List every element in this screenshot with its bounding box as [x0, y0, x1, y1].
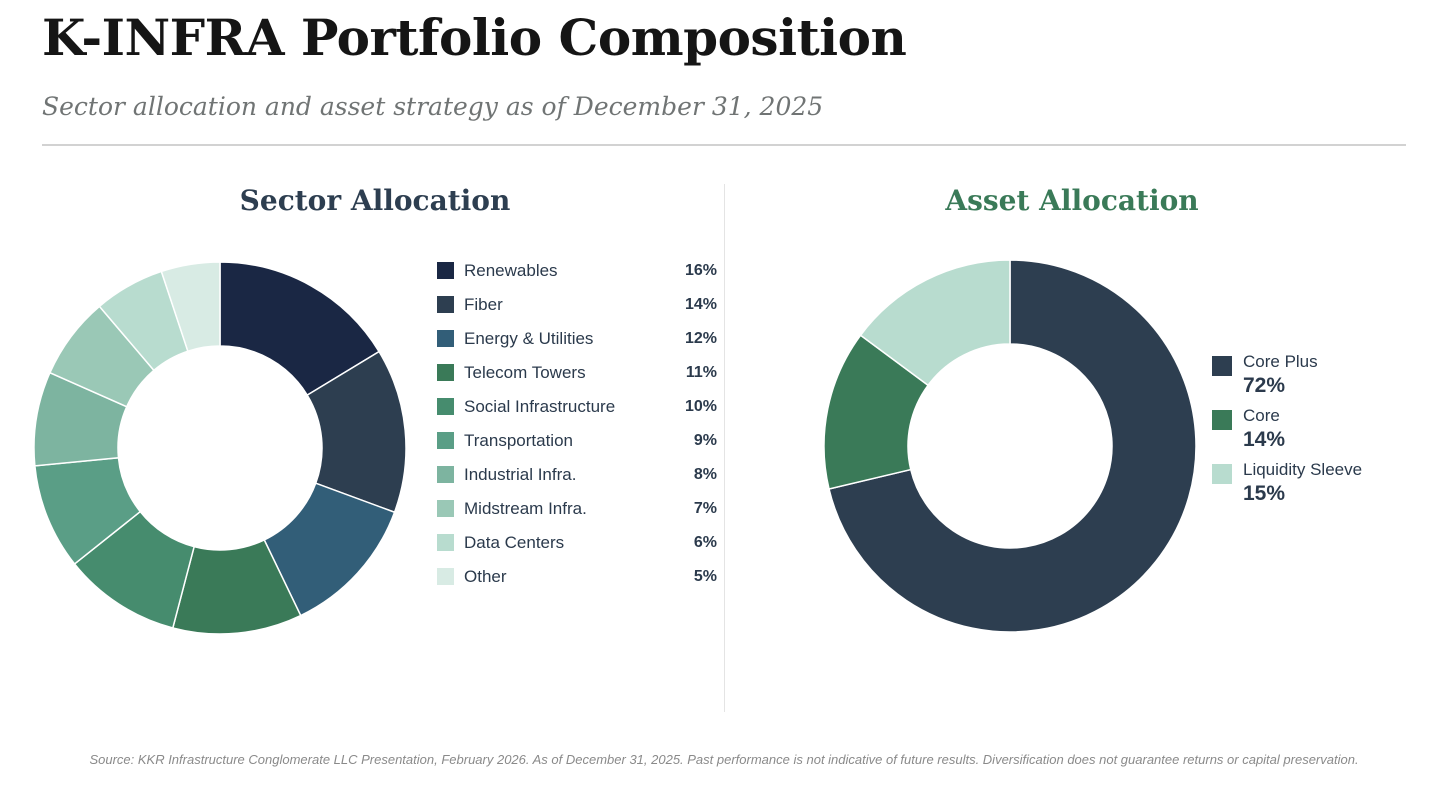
legend-label: Core Plus: [1243, 352, 1318, 371]
panel-divider: [724, 184, 725, 712]
sector-allocation-title: Sector Allocation: [239, 184, 511, 217]
asset-legend-item-core: Core 14%: [1212, 406, 1432, 456]
asset-allocation-donut: [823, 259, 1197, 633]
legend-swatch: [437, 398, 454, 415]
legend-label: Renewables: [464, 261, 558, 280]
legend-value: 8%: [693, 466, 717, 483]
legend-value: 12%: [684, 330, 717, 347]
sector-legend-item-transportation: Transportation 9%: [437, 431, 717, 451]
sector-legend-item-telecom-towers: Telecom Towers 11%: [437, 363, 717, 383]
sector-legend-item-data-centers: Data Centers 6%: [437, 533, 717, 553]
legend-label: Liquidity Sleeve: [1243, 460, 1363, 479]
asset-legend-item-liquidity-sleeve: Liquidity Sleeve 15%: [1212, 460, 1432, 510]
page-title: K-INFRA Portfolio Composition: [42, 8, 907, 67]
asset-legend-item-core-plus: Core Plus 72%: [1212, 352, 1432, 402]
legend-value: 14%: [1243, 428, 1286, 451]
legend-label: Midstream Infra.: [464, 499, 587, 518]
legend-label: Social Infrastructure: [464, 397, 616, 416]
legend-swatch: [1212, 356, 1232, 376]
legend-label: Industrial Infra.: [464, 465, 577, 484]
sector-legend-item-fiber: Fiber 14%: [437, 295, 717, 315]
legend-label: Other: [464, 567, 507, 586]
sector-legend-item-other: Other 5%: [437, 567, 717, 587]
legend-swatch: [437, 466, 454, 483]
legend-value: 7%: [693, 500, 717, 517]
asset-slice-core-plus: [828, 259, 1197, 633]
legend-label: Fiber: [464, 295, 503, 314]
sector-legend-item-energy-utilities: Energy & Utilities 12%: [437, 329, 717, 349]
legend-swatch: [437, 500, 454, 517]
legend-value: 16%: [684, 262, 717, 279]
sector-allocation-donut: [33, 261, 407, 635]
legend-value: 15%: [1243, 482, 1286, 505]
legend-swatch: [1212, 410, 1232, 430]
legend-swatch: [437, 568, 454, 585]
legend-swatch: [437, 364, 454, 381]
legend-swatch: [437, 296, 454, 313]
sector-legend-item-midstream-infra: Midstream Infra. 7%: [437, 499, 717, 519]
sector-legend-item-social-infrastructure: Social Infrastructure 10%: [437, 397, 717, 417]
legend-value: 6%: [693, 534, 717, 551]
legend-swatch: [437, 432, 454, 449]
legend-label: Telecom Towers: [464, 363, 586, 382]
legend-swatch: [1212, 464, 1232, 484]
sector-legend-item-industrial-infra: Industrial Infra. 8%: [437, 465, 717, 485]
source-footnote: Source: KKR Infrastructure Conglomerate …: [89, 752, 1359, 767]
legend-label: Data Centers: [464, 533, 565, 552]
legend-label: Core: [1243, 406, 1280, 425]
legend-label: Energy & Utilities: [464, 329, 594, 348]
asset-allocation-title: Asset Allocation: [945, 184, 1199, 217]
legend-label: Transportation: [464, 431, 573, 450]
sector-slice-other: [160, 261, 221, 353]
page-subtitle: Sector allocation and asset strategy as …: [42, 92, 824, 121]
legend-swatch: [437, 262, 454, 279]
header-divider: [42, 144, 1406, 146]
legend-value: 9%: [693, 432, 717, 449]
sector-legend-item-renewables: Renewables 16%: [437, 261, 717, 281]
legend-value: 11%: [685, 364, 717, 381]
legend-value: 72%: [1243, 374, 1286, 397]
legend-value: 14%: [684, 296, 717, 313]
legend-value: 10%: [684, 398, 717, 415]
legend-swatch: [437, 330, 454, 347]
asset-slice-liquidity-sleeve: [859, 259, 1011, 387]
legend-value: 5%: [693, 568, 717, 585]
legend-swatch: [437, 534, 454, 551]
